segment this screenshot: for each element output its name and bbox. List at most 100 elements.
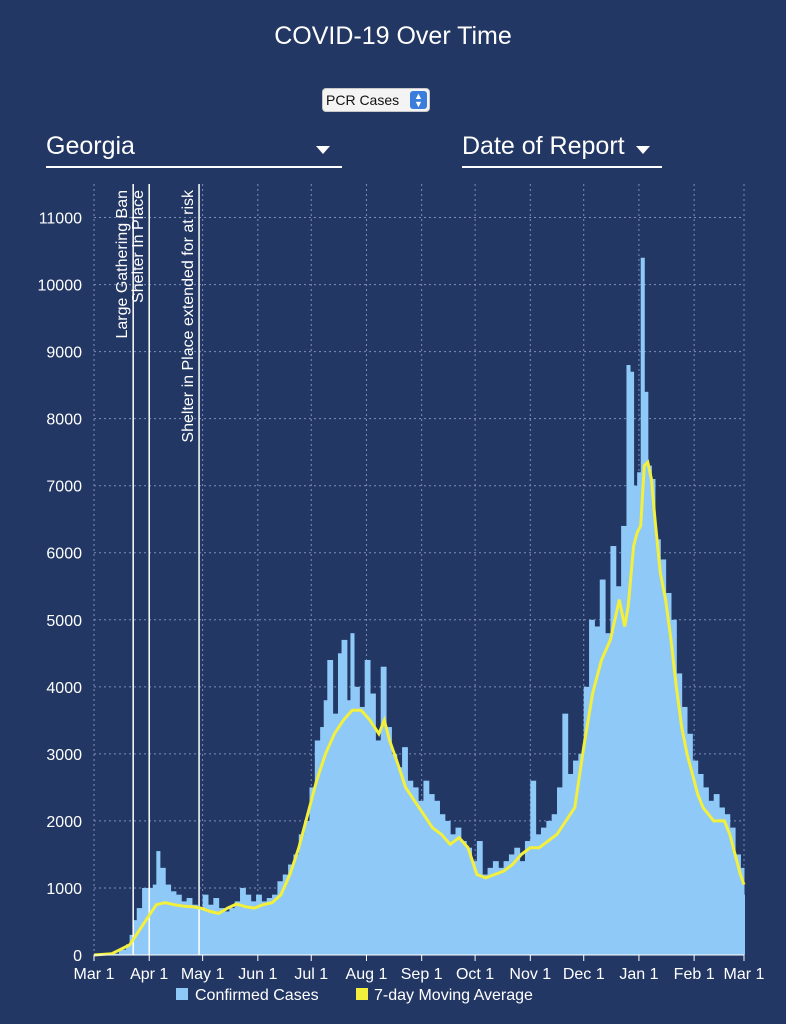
bar [412, 787, 419, 955]
bar [165, 884, 172, 955]
bar [320, 727, 325, 955]
bar [578, 753, 585, 955]
annotation-label: Shelter In Place [130, 190, 147, 303]
bar [703, 787, 709, 955]
bar [665, 592, 672, 955]
bar [434, 800, 440, 955]
bar [626, 365, 631, 955]
bar [482, 874, 489, 955]
bar [637, 472, 642, 955]
bar [640, 257, 645, 956]
bar [213, 898, 220, 955]
bar [589, 619, 595, 955]
bar [633, 485, 638, 955]
x-tick-label: Jan 1 [619, 966, 658, 983]
bar [175, 894, 182, 955]
chart-axes: 0 1000 2000 3000 4000 5000 6000 7000 8000 9000 100… [38, 211, 765, 983]
state-dropdown[interactable]: Georgia [46, 132, 342, 168]
bar [191, 904, 198, 955]
y-tick-label: 9000 [46, 345, 82, 362]
date-dropdown-value: Date of Report [462, 132, 625, 160]
x-tick-label: Jul 1 [294, 966, 328, 983]
annotation-label: Shelter in Place extended for at risk [180, 189, 197, 443]
x-tick-label: Sep 1 [401, 966, 443, 983]
bar [719, 807, 725, 955]
bar [332, 713, 339, 955]
x-tick-label: Feb 1 [674, 966, 715, 983]
bar [681, 706, 688, 955]
bar [327, 660, 334, 955]
bar [202, 894, 209, 955]
bar [735, 854, 741, 955]
bar [503, 861, 510, 955]
x-tick-label: Oct 1 [456, 966, 494, 983]
bar [524, 841, 531, 955]
bar [519, 861, 526, 955]
bar [354, 686, 360, 955]
bar [708, 800, 715, 955]
bar [375, 740, 382, 955]
bar [402, 747, 408, 955]
y-tick-label: 6000 [46, 546, 82, 563]
bar [729, 827, 736, 955]
bar [687, 733, 693, 955]
bar [508, 854, 515, 955]
bar [644, 391, 649, 955]
bar [615, 586, 622, 955]
y-tick-label: 5000 [46, 613, 82, 630]
x-tick-label: Dec 1 [563, 966, 605, 983]
y-tick-label: 2000 [46, 814, 82, 831]
y-tick-label: 1000 [46, 881, 82, 898]
bar [229, 908, 236, 955]
caret-down-icon [316, 146, 330, 154]
bar [476, 841, 483, 955]
bar [651, 478, 656, 955]
bar [152, 884, 157, 955]
bar [630, 371, 635, 955]
date-type-dropdown[interactable]: Date of Report [462, 132, 662, 168]
bar [359, 706, 366, 955]
bar [444, 820, 451, 955]
bar [724, 814, 731, 955]
bar [654, 539, 661, 955]
bar [567, 773, 574, 955]
bar [337, 653, 343, 955]
y-tick-label: 0 [73, 948, 82, 965]
y-tick-label: 7000 [46, 479, 82, 496]
bar [197, 908, 204, 955]
bar [621, 525, 627, 955]
bar [697, 773, 704, 955]
bar [660, 559, 667, 955]
bar [323, 700, 328, 955]
bar [170, 891, 177, 955]
bar [181, 901, 188, 955]
x-tick-label: Apr 1 [130, 966, 168, 983]
bar [147, 887, 154, 955]
bar [605, 633, 611, 955]
bar [186, 898, 193, 955]
bar [455, 827, 462, 955]
bar [350, 633, 355, 955]
y-tick-label: 4000 [46, 680, 82, 697]
x-tick-label: May 1 [181, 966, 225, 983]
y-tick-label: 11000 [39, 211, 82, 228]
bar [293, 854, 300, 955]
x-tick-label: Aug 1 [346, 966, 388, 983]
annotation-label: Large Gathering Ban [114, 190, 131, 339]
bar [530, 780, 537, 955]
bar [676, 673, 683, 955]
bar [418, 800, 424, 955]
metric-select[interactable]: PCR Cases ▲ ▼ [322, 88, 430, 112]
bar [514, 847, 521, 955]
bar [370, 693, 376, 955]
bar [428, 794, 435, 955]
bar [282, 874, 289, 955]
bar [487, 867, 494, 955]
bar [245, 894, 252, 955]
bar [670, 619, 677, 955]
bar [460, 841, 467, 955]
y-tick-label: 10000 [38, 278, 83, 295]
bar [498, 867, 505, 955]
confirmed-cases-bars [97, 257, 745, 956]
moving-average-line [93, 459, 746, 957]
